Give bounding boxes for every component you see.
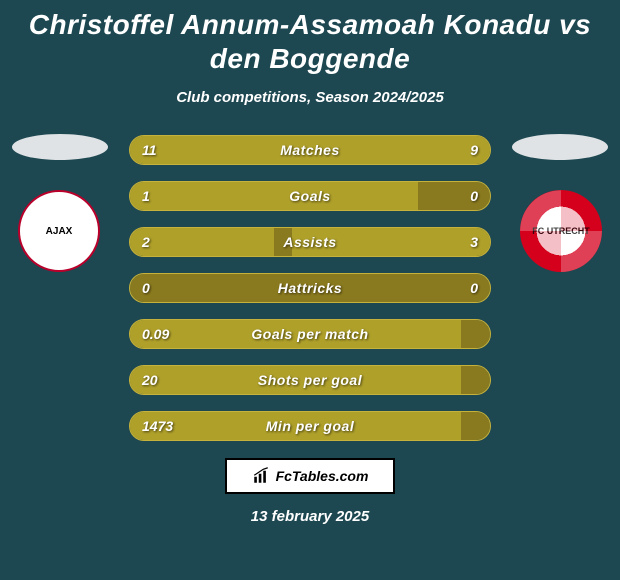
stat-row: Min per goal1473: [130, 412, 490, 440]
stat-value-right: 0: [470, 182, 478, 210]
footer-date: 13 february 2025: [0, 508, 620, 525]
stat-row: Shots per goal20: [130, 366, 490, 394]
club-logo-left: AJAX: [14, 186, 104, 276]
brand-badge[interactable]: FcTables.com: [225, 458, 395, 494]
stat-row: Matches11 9: [130, 136, 490, 164]
stat-label: Assists: [130, 228, 490, 256]
stat-row: Goals per match0.09: [130, 320, 490, 348]
player-right-oval: [512, 134, 608, 160]
stat-value-left: 1: [142, 182, 150, 210]
chart-icon: [252, 467, 270, 485]
title-line-1: Christoffel Annum-Assamoah Konadu vs: [20, 8, 600, 42]
stat-value-left: 11: [142, 136, 157, 164]
stat-value-right: 3: [470, 228, 478, 256]
stat-label: Goals per match: [130, 320, 490, 348]
stat-value-left: 2: [142, 228, 150, 256]
title-line-2: den Boggende: [20, 42, 600, 76]
club-logo-right: FC UTRECHT: [516, 186, 606, 276]
stat-label: Shots per goal: [130, 366, 490, 394]
stat-value-left: 0.09: [142, 320, 169, 348]
bars-container: Matches119Goals10Assists23Hattricks00Goa…: [130, 136, 490, 440]
stat-value-left: 1473: [142, 412, 173, 440]
stat-label: Hattricks: [130, 274, 490, 302]
stat-row: Hattricks0 0: [130, 274, 490, 302]
club-logo-right-label: FC UTRECHT: [520, 190, 602, 272]
subtitle: Club competitions, Season 2024/2025: [0, 89, 620, 106]
page-title: Christoffel Annum-Assamoah Konadu vs den…: [0, 0, 620, 75]
stat-value-right: 0: [470, 274, 478, 302]
comparison-chart: AJAX FC UTRECHT Matches11 9 Goals1 0 Assists…: [0, 136, 620, 440]
player-left-oval: [12, 134, 108, 160]
stat-label: Min per goal: [130, 412, 490, 440]
stat-row: Assists2 3: [130, 228, 490, 256]
stat-label: Goals: [130, 182, 490, 210]
stat-row: Goals1 0: [130, 182, 490, 210]
stat-label: Matches: [130, 136, 490, 164]
brand-label: FcTables.com: [276, 468, 369, 484]
club-logo-left-label: AJAX: [18, 190, 100, 272]
stat-value-left: 0: [142, 274, 150, 302]
stat-value-left: 20: [142, 366, 158, 394]
stat-value-right: 9: [470, 136, 478, 164]
